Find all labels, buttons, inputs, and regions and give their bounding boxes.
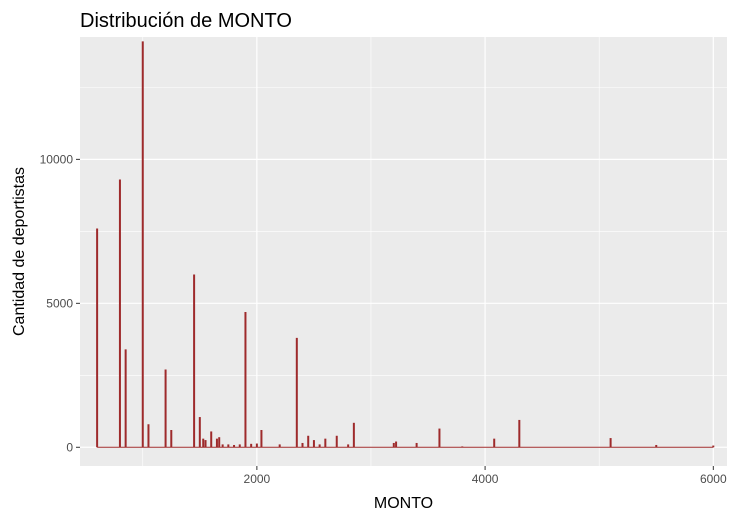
bars (96, 41, 715, 448)
x-tick-label: 2000 (244, 472, 271, 486)
y-tick-label: 0 (66, 440, 73, 454)
x-tick-label: 6000 (700, 472, 727, 486)
x-axis-title: MONTO (374, 495, 433, 512)
x-tick-label: 4000 (472, 472, 499, 486)
plot-panel (80, 37, 727, 466)
y-axis-title: Cantidad de deportistas (11, 167, 28, 336)
x-axis: 2000 4000 6000 (244, 466, 727, 486)
y-tick-label: 5000 (46, 296, 73, 310)
chart-title: Distribución de MONTO (80, 10, 292, 32)
y-axis: 0 5000 10000 (40, 152, 80, 454)
y-tick-label: 10000 (40, 152, 74, 166)
